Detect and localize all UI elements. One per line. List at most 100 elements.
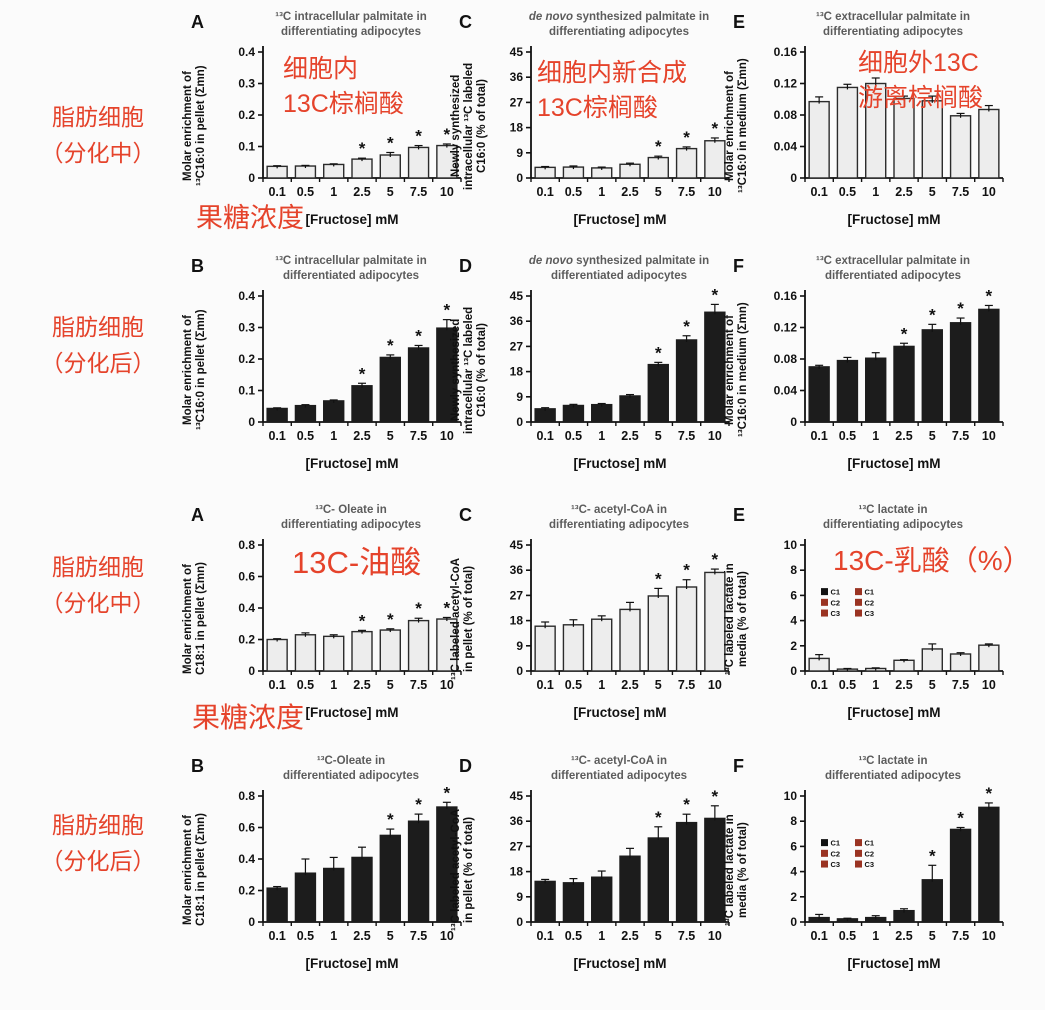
x-tick-label: 0.1 [536,929,553,943]
y-tick-label: 0 [248,415,255,429]
chart-panel-a-intracellular-palmitate-differentiating: A ¹³C intracellular palmitate in different… [181,4,471,246]
chart-title: ¹³C-Oleate in differentiated adipocytes [282,755,420,782]
x-tick-label: 5 [929,929,936,943]
legend-label: C2 [831,598,841,607]
x-tick-label: 7.5 [952,429,969,443]
bar-1 [865,357,887,423]
side-label-differentiating-top: 脂肪细胞 （分化中） [40,104,156,166]
significance-star: * [712,550,719,569]
panel-letter: E [733,505,746,525]
y-tick-label: 27 [510,95,524,109]
y-tick-label: 0 [516,664,523,678]
y-tick-label: 0 [790,664,797,678]
bar-7.5 [949,322,972,423]
panel-letter: C [459,505,472,525]
chart-title: de novo synthesized palmitate in differen… [528,255,710,282]
chart-title: ¹³C lactate in differentiating adipocytes [823,504,963,531]
chart-panel-e-extracellular-palmitate-differentiating: E ¹³C extracellular palmitate in different… [723,4,1013,246]
bar-0.5 [562,882,585,923]
chart-panel-f-extracellular-palmitate-differentiated: F ¹³C extracellular palmitate in different… [723,248,1013,490]
x-tick-label: 0.5 [839,929,856,943]
y-tick-label: 45 [510,45,524,59]
y-tick-label: 4 [790,865,797,879]
y-tick-label: 2 [790,890,797,904]
panel-letter: F [733,256,744,276]
x-tick-label: 0.1 [536,429,553,443]
panel-letter: B [191,756,204,776]
x-axis-label: [Fructose] mM [305,956,399,971]
x-tick-label: 1 [598,429,605,443]
significance-star: * [359,139,366,158]
panel-letter: D [459,756,472,776]
y-tick-label: 0.4 [238,852,255,866]
x-tick-label: 0.1 [268,678,285,692]
bar-5 [647,363,669,423]
legend-label: C2 [865,849,875,858]
x-axis-label: [Fructose] mM [847,212,941,227]
x-tick-label: 0.1 [536,678,553,692]
x-tick-label: 5 [387,929,394,943]
x-tick-label: 5 [929,185,936,199]
y-tick-label: 0.8 [238,789,255,803]
x-tick-label: 7.5 [410,678,427,692]
y-tick-label: 8 [790,814,797,828]
x-tick-label: 0.1 [810,429,827,443]
legend-swatch-c1 [821,839,828,847]
y-tick-label: 27 [510,839,524,853]
bar-1 [323,163,345,179]
y-tick-label: 0.1 [238,140,255,154]
chart-plot: 0 9 18 27 36 45 0.1 0.5 1 2.5 * 5 * 7.5 * 10 [510,45,730,199]
x-tick-label: 0.1 [268,429,285,443]
x-tick-label: 0.5 [565,678,582,692]
x-tick-label: 0.5 [297,185,314,199]
y-tick-label: 0.3 [238,77,255,91]
x-tick-label: 10 [708,429,722,443]
bar-5 [921,879,943,923]
bar-10 [704,311,726,423]
significance-star: * [683,795,690,814]
significance-star: * [444,783,451,802]
y-tick-label: 0.6 [238,570,255,584]
x-tick-label: 0.1 [268,929,285,943]
significance-star: * [655,137,662,156]
y-tick-label: 10 [784,538,798,552]
bar-10 [978,108,1000,179]
significance-star: * [387,336,394,355]
y-axis-label: Molar enrichment of ¹³C16:0 in medium (Σ… [724,58,749,194]
legend-label: C2 [865,598,875,607]
x-axis-label: [Fructose] mM [573,456,667,471]
chart-panel-d-acetyl-coa-differentiated: D ¹³C- acetyl-CoA in differentiated adipoc… [449,748,739,990]
legend-swatch-c2 [821,598,828,606]
x-tick-label: 10 [440,429,454,443]
y-tick-label: 0 [790,915,797,929]
chart-title: ¹³C extracellular palmitate in differenti… [815,11,971,38]
legend-label: C3 [831,609,841,618]
significance-star: * [655,569,662,588]
bar-10 [704,571,726,672]
significance-star: * [712,119,719,138]
chart-title: ¹³C lactate in differentiated adipocytes [824,755,962,782]
chart-plot: 0 0.04 0.08 0.12 0.16 0.1 0.5 1 * 2.5 * 5 * 7.5 * 10 [774,286,1004,443]
y-axis-label: Newly synthesized intracellular ¹³C labe… [450,306,488,434]
bar-5 [379,356,401,423]
significance-star: * [444,598,451,617]
chart-panel-c-acetyl-coa-differentiating: C ¹³C- acetyl-CoA in differentiating adipo… [449,497,739,739]
significance-star: * [359,364,366,383]
y-axis-label: Molar enrichment of ¹³C16:0 in pellet (Σ… [182,309,207,431]
y-tick-label: 36 [510,70,524,84]
bar-0.5 [294,404,317,423]
chart-plot: 0 9 18 27 36 45 0.1 0.5 1 2.5 * 5 * 7.5 * 10 [510,787,730,943]
y-tick-label: 0 [248,171,255,185]
significance-star: * [929,305,936,324]
significance-star: * [986,286,993,305]
x-tick-label: 2.5 [353,678,370,692]
x-tick-label: 0.1 [810,929,827,943]
legend-swatch-c1 [855,588,862,596]
y-tick-label: 0.3 [238,321,255,335]
x-tick-label: 10 [440,185,454,199]
significance-star: * [712,787,719,806]
bar-7.5 [949,828,972,923]
y-tick-label: 6 [790,839,797,853]
x-tick-label: 5 [655,429,662,443]
